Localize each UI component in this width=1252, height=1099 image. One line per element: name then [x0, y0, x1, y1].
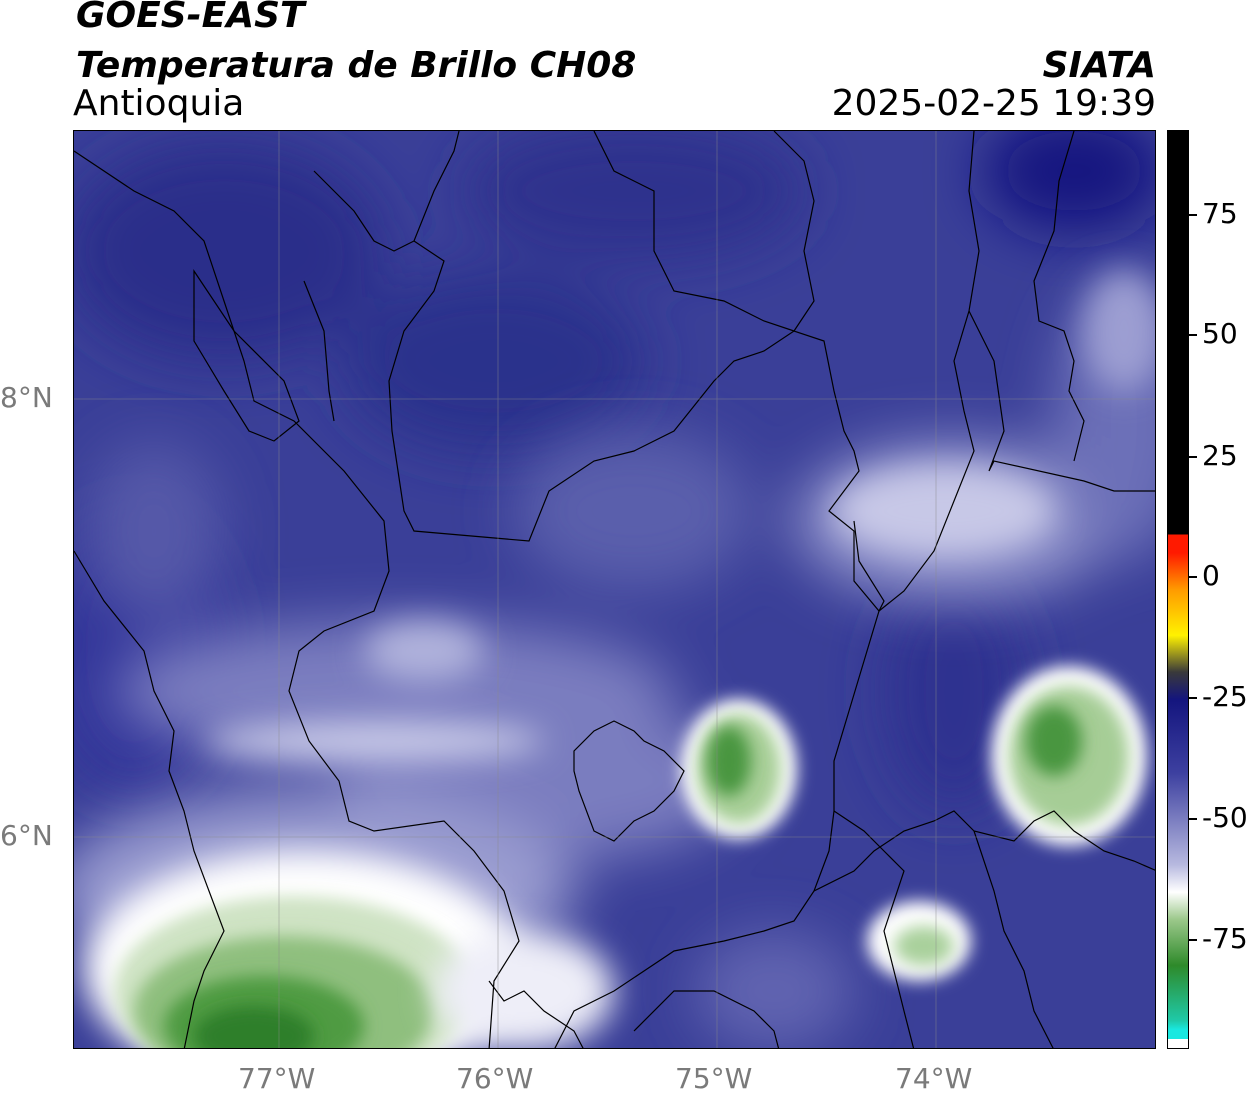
temperature-colorbar	[1167, 130, 1189, 1049]
colorbar-tick-0	[1189, 576, 1197, 578]
colorbar-tick-minus50	[1189, 818, 1197, 820]
colorbar-tick-25	[1189, 456, 1197, 458]
product-title: Temperatura de Brillo CH08	[76, 45, 637, 86]
lat-label-8n: 8°N	[0, 381, 53, 414]
colorbar-label-25: 25	[1202, 439, 1238, 472]
colorbar-tick-50	[1189, 334, 1197, 336]
bright-cloud-streaks	[204, 271, 1155, 761]
graticule	[74, 131, 1155, 1048]
map-canvas	[74, 131, 1155, 1048]
lon-label-77w: 77°W	[238, 1062, 316, 1095]
colorbar-label-minus50: -50	[1202, 801, 1248, 834]
convective-cell-center	[681, 699, 797, 839]
colorbar-tick-75	[1189, 214, 1197, 216]
lon-label-74w: 74°W	[895, 1062, 973, 1095]
colorbar-label-0: 0	[1202, 559, 1220, 592]
agency-label: SIATA	[1042, 45, 1156, 86]
convective-cell-southeast	[867, 901, 971, 981]
datetime-label: 2025-02-25 19:39	[831, 83, 1156, 124]
boundary-lines	[74, 131, 1155, 1048]
lat-label-6n: 6°N	[0, 819, 53, 852]
colorbar-label-75: 75	[1202, 197, 1238, 230]
cloud-south-strip	[434, 931, 614, 1048]
temperature-map[interactable]	[73, 130, 1156, 1049]
lon-label-75w: 75°W	[675, 1062, 753, 1095]
colorbar-label-50: 50	[1202, 317, 1238, 350]
convective-cell-southwest	[84, 851, 524, 1048]
satellite-title: GOES-EAST	[76, 0, 305, 36]
colorbar-label-minus75: -75	[1202, 922, 1248, 955]
colorbar-tick-minus75	[1189, 939, 1197, 941]
colorbar-label-minus25: -25	[1202, 680, 1248, 713]
lon-label-76w: 76°W	[456, 1062, 534, 1095]
colorbar-tick-minus25	[1189, 697, 1197, 699]
region-subtitle: Antioquia	[73, 83, 245, 124]
convective-cell-east	[991, 666, 1147, 846]
